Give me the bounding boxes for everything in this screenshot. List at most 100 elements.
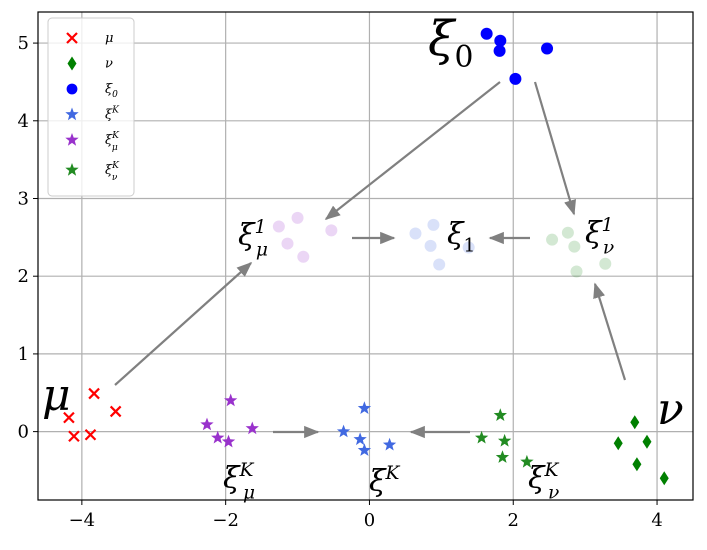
annotation-text: ν [657, 384, 684, 435]
legend-label: ξK ν [105, 161, 120, 183]
legend-label: ν [105, 57, 113, 72]
marker [211, 430, 225, 444]
marker [353, 432, 367, 446]
marker [357, 443, 372, 456]
marker [245, 421, 259, 435]
legend-label: ξK μ [105, 131, 120, 153]
marker [642, 434, 652, 449]
marker [65, 163, 79, 176]
x-tick-label: 2 [508, 510, 519, 531]
grid [38, 12, 693, 500]
marker [599, 257, 612, 270]
y-tick-label: 4 [18, 111, 29, 132]
marker [475, 430, 489, 444]
legend-name: ξ [105, 163, 113, 178]
marker [84, 428, 97, 441]
legend-name: μ [105, 31, 113, 46]
legend-sup: K [111, 161, 120, 171]
y-tick-label: 1 [18, 344, 29, 365]
marker [462, 241, 475, 254]
marker [541, 42, 554, 55]
annotation: ξ1 μ [238, 217, 268, 261]
marker [570, 265, 583, 278]
annotation-sup: K [385, 463, 401, 484]
legend-name: ν [105, 57, 113, 72]
legend-sub: 0 [112, 90, 118, 100]
annotation-sub: 1 [464, 236, 476, 257]
marker [66, 32, 78, 44]
marker [65, 107, 79, 121]
marker [494, 34, 507, 47]
annotation-text: ξ [238, 218, 256, 253]
annotation-sub: μ [256, 240, 268, 261]
arrows [114, 81, 627, 439]
annotation: μ [42, 370, 71, 421]
marker [281, 237, 294, 250]
legend-name: ξ [105, 108, 113, 123]
annotation-text: ξ [369, 464, 387, 499]
marker [67, 56, 77, 71]
marker [336, 424, 351, 438]
annotation: ν [657, 384, 684, 435]
marker [382, 437, 397, 451]
y-tick-label: 3 [18, 188, 29, 209]
annotation-sub: ν [603, 238, 614, 259]
annotation-sup: K [544, 460, 560, 481]
marker [66, 83, 78, 95]
annotation: ξK [369, 463, 401, 499]
marker [424, 239, 437, 252]
marker [509, 72, 522, 85]
legend-box [47, 17, 135, 197]
x-tick-label: −4 [69, 510, 96, 531]
legend-label: ξK [105, 106, 120, 123]
marker [224, 393, 238, 407]
marker [495, 450, 510, 463]
y-tick-label: 0 [18, 422, 29, 443]
annotation-sup: 1 [255, 217, 267, 238]
annotation: ξ0 [428, 11, 473, 75]
marker [68, 430, 80, 443]
annotation-sub: ν [548, 483, 559, 504]
marker [297, 250, 310, 263]
annotation-text: ξ [447, 217, 465, 252]
marker [63, 411, 75, 424]
marker [659, 471, 669, 486]
y-tick-label: 5 [18, 33, 29, 54]
marker [65, 133, 79, 146]
annotation-text: ξ [428, 11, 457, 67]
marker [613, 436, 623, 451]
annotation-sup: 1 [602, 215, 614, 236]
annotation-text: ξ [528, 461, 546, 496]
marker [427, 218, 440, 231]
marker [109, 405, 122, 418]
marker [630, 415, 640, 430]
y-tick-label: 2 [18, 266, 29, 287]
marker [433, 258, 446, 271]
annotation-sub: μ [243, 483, 255, 504]
annotation: ξ1 [447, 217, 475, 257]
legend-sup: K [111, 131, 120, 141]
legend-label: μ [105, 31, 113, 46]
plot-frame [37, 11, 694, 501]
marker [357, 401, 372, 414]
marker [272, 220, 285, 233]
legend-sub: μ [112, 143, 118, 153]
marker [88, 387, 100, 400]
marker [409, 227, 422, 240]
annotation-sup: K [239, 460, 255, 481]
annotation: ξK μ [223, 460, 255, 504]
marker [291, 211, 304, 224]
marker [520, 454, 534, 468]
marker [325, 224, 338, 237]
legend-sup: K [111, 106, 120, 116]
annotation-text: ξ [585, 216, 603, 251]
marker [546, 233, 559, 246]
annotation-text: ξ [223, 461, 241, 496]
marker [200, 417, 214, 431]
x-tick-label: −2 [212, 510, 239, 531]
marker [493, 44, 506, 57]
annotation-sub: 0 [454, 40, 473, 75]
x-tick-label: 0 [364, 510, 375, 531]
